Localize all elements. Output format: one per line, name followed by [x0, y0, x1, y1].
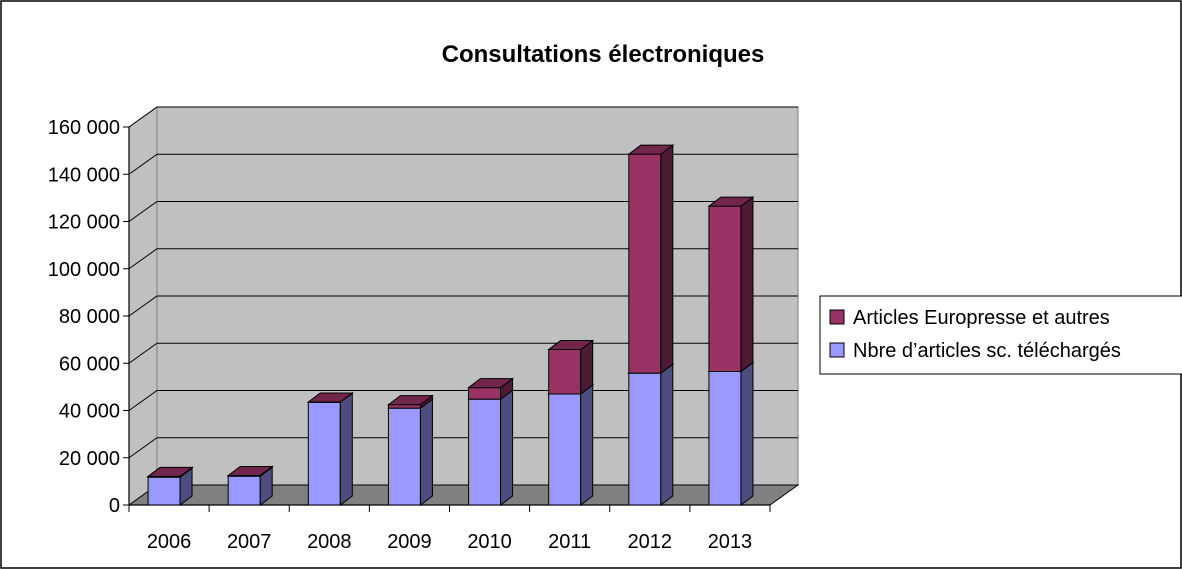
bar-top	[627, 144, 675, 155]
bar-front	[708, 371, 742, 506]
x-tick-label: 2007	[227, 531, 272, 553]
bar-front	[387, 404, 421, 409]
gridline	[128, 201, 798, 222]
bar-front	[227, 475, 261, 506]
bar-segment-downloads	[627, 363, 675, 506]
bar-front	[468, 387, 502, 400]
bar-front	[147, 476, 181, 506]
bar-side	[740, 196, 754, 373]
bar-front	[307, 401, 341, 506]
gridline	[128, 153, 798, 175]
bar-front	[628, 153, 662, 374]
bar-top	[707, 196, 755, 207]
bar-segment-europresse	[627, 144, 675, 375]
tick-labels: 0 20 000 40 000 60 000 80 000 100 000 120 000 1…	[48, 117, 752, 553]
legend-swatch	[829, 309, 845, 325]
bar-segment-downloads	[467, 389, 515, 506]
bar-front	[628, 372, 662, 506]
x-tick-label: 2010	[467, 531, 512, 553]
plot-walls	[127, 106, 800, 506]
bar-top	[226, 465, 274, 476]
legend-label: Articles Europresse et autres	[853, 307, 1110, 329]
bar-top	[306, 392, 354, 403]
bar-front	[387, 407, 421, 506]
bar-segment-europresse	[226, 465, 274, 478]
bar-front	[708, 205, 742, 373]
y-tick-label: 160 000	[48, 117, 120, 139]
gridline	[128, 248, 798, 270]
legend-swatch	[829, 342, 845, 358]
y-tick-label: 0	[109, 495, 120, 517]
bar-side	[500, 389, 514, 506]
x-tick-label: 2008	[307, 531, 352, 553]
bar-segment-europresse	[547, 339, 595, 395]
bar-side	[419, 398, 433, 506]
bar-segment-europresse	[146, 466, 194, 479]
legend: Articles Europresse et autres Nbre d’arti…	[819, 295, 1182, 375]
bar-front	[468, 398, 502, 506]
bar-segment-downloads	[707, 361, 755, 506]
bar-side	[339, 392, 353, 506]
bar-front	[548, 393, 582, 506]
legend-box	[819, 295, 1182, 375]
legend-label: Nbre d’articles sc. téléchargés	[853, 340, 1121, 362]
bar-segment-downloads	[386, 398, 434, 506]
gridline	[128, 106, 798, 128]
y-tick-label: 100 000	[48, 259, 120, 281]
bar-side	[660, 363, 674, 506]
x-tick-label: 2009	[387, 531, 432, 553]
bar-side	[740, 361, 754, 506]
x-tick-label: 2006	[147, 531, 192, 553]
bars	[146, 144, 755, 506]
bar-top	[386, 395, 434, 406]
bar-side	[580, 383, 594, 506]
y-tick-label: 120 000	[48, 212, 120, 234]
bar-front	[548, 349, 582, 395]
bar-segment-downloads	[547, 383, 595, 506]
y-tick-label: 140 000	[48, 164, 120, 186]
x-tick-label: 2013	[708, 531, 753, 553]
bar-top	[146, 466, 194, 477]
y-tick-label: 20 000	[59, 448, 120, 470]
bar-top	[547, 340, 595, 351]
bar-top	[467, 378, 515, 389]
bar-side	[660, 144, 674, 375]
gridline	[128, 295, 798, 317]
chart-title: Consultations électroniques	[442, 41, 765, 68]
bar-segment-europresse	[306, 391, 354, 404]
bar-segment-europresse	[707, 196, 755, 373]
bar-segment-downloads	[306, 392, 354, 506]
y-tick-label: 80 000	[59, 306, 120, 328]
x-tick-label: 2012	[628, 531, 673, 553]
bar-segment-europresse	[386, 394, 434, 410]
x-tick-label: 2011	[548, 531, 591, 553]
y-tick-label: 60 000	[59, 353, 120, 375]
y-tick-label: 40 000	[59, 401, 120, 423]
bar-segment-europresse	[467, 377, 515, 401]
